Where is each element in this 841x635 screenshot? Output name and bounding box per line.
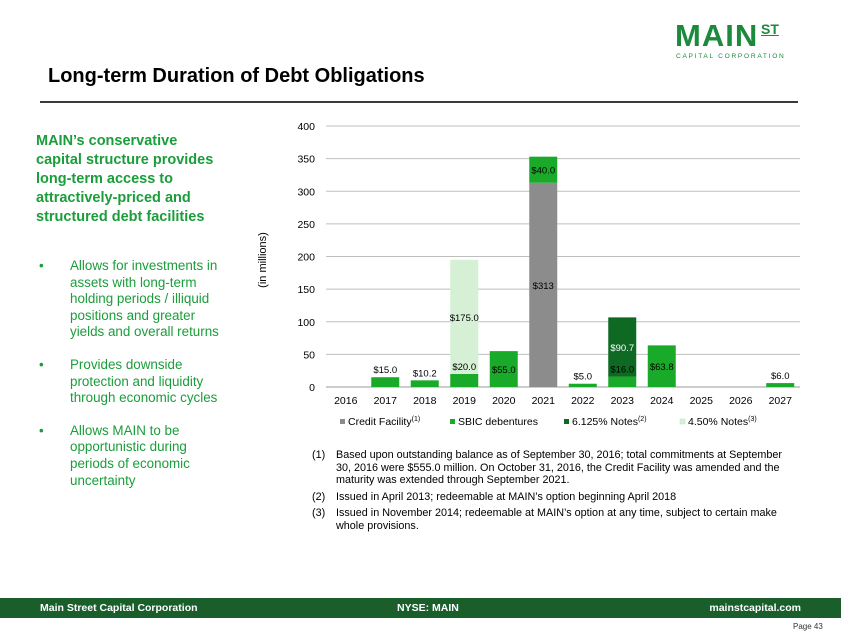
data-label: $6.0 [771,371,790,382]
legend-footnote-ref: (2) [638,416,647,423]
data-label: $313 [533,281,554,292]
data-label: $90.7 [610,343,634,354]
page-title: Long-term Duration of Debt Obligations [48,65,425,87]
y-tick-label: 150 [297,284,315,296]
bullet-marker: • [39,356,44,372]
x-tick-label: 2018 [413,395,437,407]
bullet-marker: • [39,258,44,273]
y-tick-label: 400 [297,121,315,133]
bar-segment [568,383,597,387]
y-tick-label: 300 [297,186,315,198]
footnote-text: Issued in April 2013; redeemable at MAIN… [336,490,677,503]
data-label: $10.2 [413,368,437,379]
data-label: $15.0 [373,365,397,376]
bullet-item: • Allows MAIN to be opportunistic during … [36,423,231,489]
y-tick-label: 350 [297,154,315,166]
footer-ticker: NYSE: MAIN [397,602,459,614]
footnote-text: Based upon outstanding balance as of Sep… [336,449,782,486]
x-tick-label: 2027 [769,395,793,407]
bar-segment [371,377,400,387]
bullet-item: • Allows for investments in assets with l… [36,258,231,341]
bar-segment [529,156,558,183]
bullet-text: Provides downside protection and liquidi… [70,356,218,406]
x-tick-label: 2022 [571,395,595,407]
footnote-number: (2) [312,490,326,503]
bar-segment [529,182,558,387]
footnotes: (1) Based upon outstanding balance as of … [312,449,782,536]
footer-company: Main Street Capital Corporation [40,602,198,614]
data-label: $63.8 [650,362,674,373]
x-tick-label: 2024 [650,395,674,407]
data-label: $16.0 [610,365,634,376]
data-label: $55.0 [492,365,516,376]
legend-swatch [450,419,455,424]
title-divider [40,101,798,103]
x-tick-label: 2017 [374,395,398,407]
footnote: (3) Issued in November 2014; redeemable a… [312,507,782,532]
footnote-number: (1) [312,449,326,461]
y-tick-label: 0 [309,382,315,394]
data-label: $5.0 [574,372,593,383]
bar-segment [450,259,479,374]
y-tick-label: 50 [303,349,315,361]
logo-subtitle: CAPITAL CORPORATION [676,53,786,60]
x-tick-label: 2016 [334,395,358,407]
logo-main-text: MAIN [675,18,759,53]
legend-footnote-ref: (1) [412,416,421,423]
company-logo: MAIN ST CAPITAL CORPORATION [675,20,790,62]
bar-segment [410,380,439,387]
legend-swatch [679,418,686,425]
legend-swatch [564,419,569,424]
y-tick-label: 250 [297,219,315,231]
footnote: (1) Based upon outstanding balance as of … [312,449,782,487]
bullet-list: • Allows for investments in assets with l… [36,258,231,505]
y-tick-label: 200 [297,252,315,264]
x-tick-label: 2021 [532,395,556,407]
legend-label: SBIC debentures [458,416,538,428]
x-tick-label: 2025 [690,395,714,407]
legend-footnote-ref: (3) [748,416,757,423]
data-label: $20.0 [452,362,476,373]
data-label: $40.0 [531,166,555,177]
bar-segment [450,373,479,387]
bullet-text: Allows MAIN to be opportunistic during p… [70,422,190,488]
lead-statement: MAIN’s conservative capital structure pr… [36,133,214,225]
x-tick-label: 2019 [453,395,477,407]
footnote: (2) Issued in April 2013; redeemable at M… [312,491,782,504]
bar-segment [489,351,518,387]
bar-segment [608,317,637,377]
y-tick-label: 100 [297,317,315,329]
footer-website: mainstcapital.com [709,602,801,614]
legend-swatch [340,419,345,424]
debt-maturity-chart: 0 50 100 150 200 250 300 350 400 (in millions) 201… [257,121,800,428]
legend-label: 6.125% Notes(2) [572,416,647,428]
x-tick-label: 2026 [729,395,753,407]
bar-segment [647,345,676,387]
footnote-text: Issued in November 2014; redeemable at M… [336,507,777,532]
logo-st-text: ST [761,21,779,37]
x-tick-label: 2020 [492,395,516,407]
bar-segment [608,376,637,387]
legend-label: Credit Facility(1) [348,416,420,428]
page-number: Page 43 [793,622,823,631]
x-tick-label: 2023 [611,395,635,407]
y-axis-title: (in millions) [257,232,269,288]
bullet-item: • Provides downside protection and liquid… [36,357,231,407]
bullet-text: Allows for investments in assets with lo… [70,258,219,340]
data-label: $175.0 [450,313,479,324]
bullet-marker: • [39,422,44,438]
legend-label: 4.50% Notes(3) [688,416,757,428]
footer-bar: Main Street Capital Corporation NYSE: MA… [0,598,841,618]
bar-segment [766,383,795,387]
footnote-number: (3) [312,507,326,519]
